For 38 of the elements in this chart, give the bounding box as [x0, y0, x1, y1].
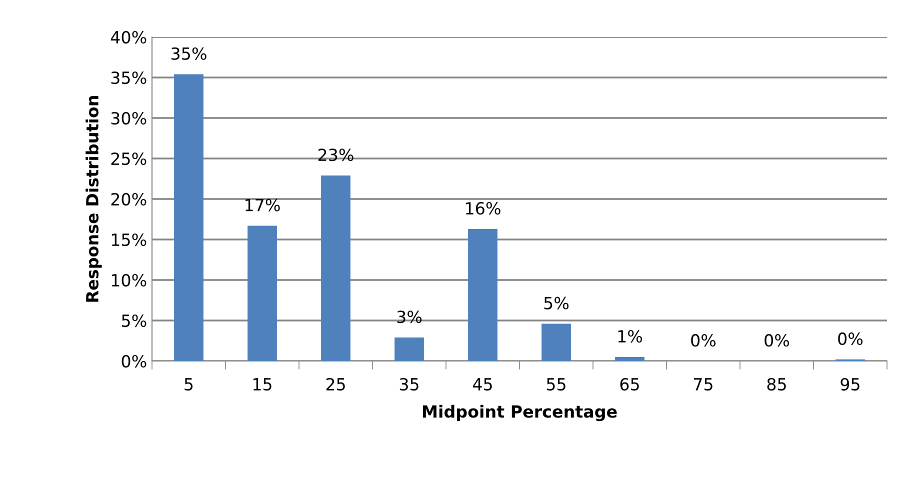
bar — [542, 324, 571, 361]
y-tick-label: 20% — [111, 192, 146, 206]
x-tick-label: 45 — [472, 378, 492, 391]
y-tick-label: 15% — [112, 233, 146, 246]
data-label: 3% — [397, 310, 422, 324]
y-tick-label: 10% — [112, 274, 146, 287]
x-tick-label: 95 — [840, 378, 860, 391]
data-label: 0% — [764, 334, 790, 347]
y-tick-label: 0% — [122, 354, 146, 368]
x-tick-label: 75 — [694, 378, 712, 391]
y-axis-title: Response Distribution — [86, 96, 102, 302]
y-tick-label: 30% — [111, 112, 146, 125]
x-tick-label: 5 — [184, 378, 193, 391]
y-tick-label: 35% — [111, 71, 146, 84]
bar — [321, 176, 350, 361]
bar — [615, 356, 644, 361]
x-tick-label: 25 — [326, 378, 345, 391]
bar — [394, 338, 424, 361]
x-axis-title: Midpoint Percentage — [422, 404, 617, 422]
data-label: 5% — [544, 296, 569, 310]
data-label: 0% — [691, 334, 716, 347]
y-tick-label: 40% — [110, 30, 146, 44]
data-label: 17% — [246, 198, 280, 212]
y-tick-label: 25% — [111, 152, 146, 166]
x-tick-label: 35 — [400, 378, 418, 391]
data-label: 1% — [618, 330, 642, 343]
x-tick-label: 55 — [546, 378, 566, 391]
bar — [468, 228, 498, 361]
data-label: 0% — [838, 332, 863, 346]
x-tick-label: 15 — [253, 378, 272, 391]
data-label: 16% — [466, 202, 500, 215]
data-label: 35% — [172, 47, 206, 60]
bar — [248, 226, 277, 361]
data-label: 23% — [318, 148, 354, 162]
x-tick-label: 65 — [620, 378, 639, 391]
x-tick-label: 85 — [767, 378, 786, 391]
y-tick-label: 5% — [122, 314, 146, 328]
bar — [174, 74, 204, 361]
